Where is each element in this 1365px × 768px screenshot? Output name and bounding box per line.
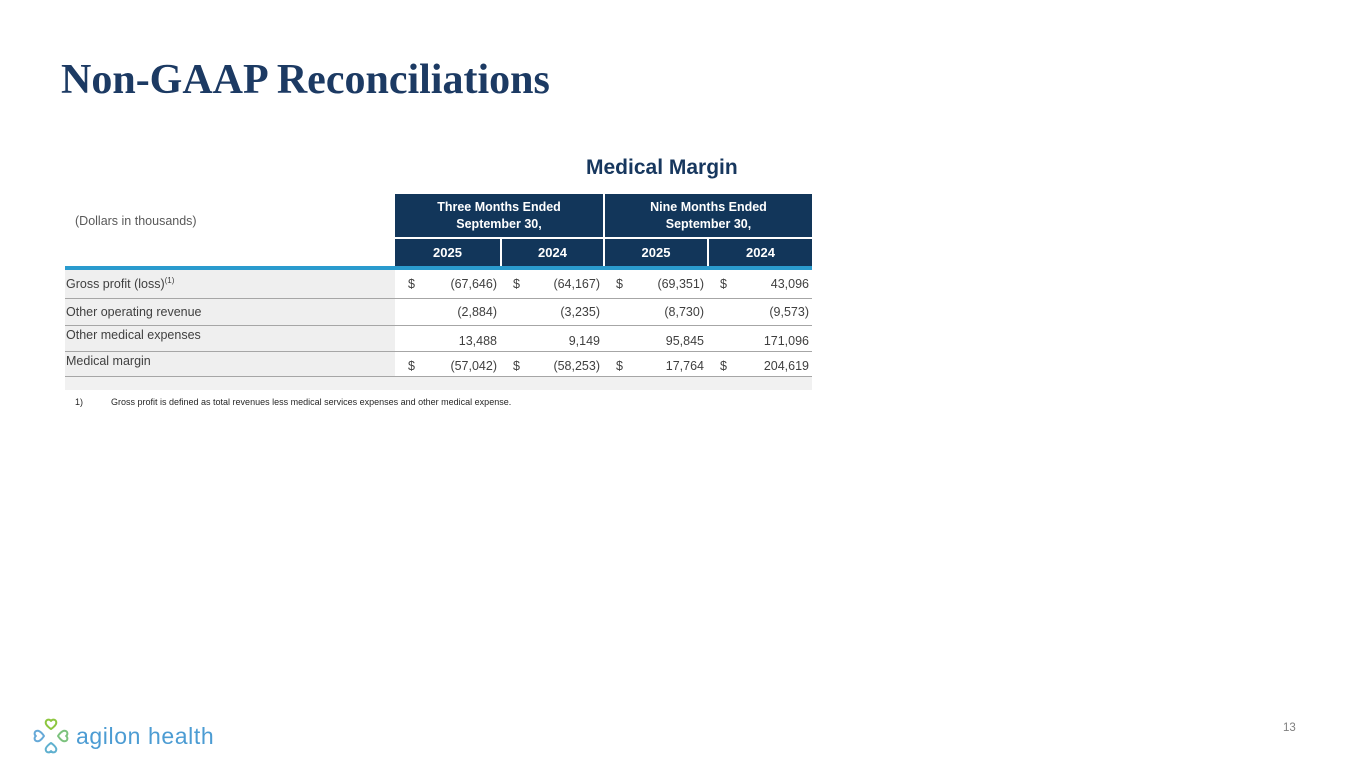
column-group-nine-months: Nine Months Ended September 30,: [603, 194, 812, 239]
row-label-other-operating-revenue: Other operating revenue: [65, 299, 395, 326]
table-cell: (2,884): [395, 299, 500, 326]
currency-symbol: $: [408, 277, 415, 291]
group-label-line2: September 30,: [456, 216, 542, 231]
group-label-line1: Nine Months Ended: [650, 199, 767, 214]
logo-wordmark: agilon health: [76, 722, 215, 749]
row-label-text: Medical margin: [66, 354, 151, 368]
page-title: Non-GAAP Reconciliations: [61, 57, 550, 103]
footnote-superscript: (1): [164, 275, 175, 285]
year-header: 2025: [603, 239, 707, 266]
row-label-medical-margin: Medical margin: [65, 352, 395, 377]
table-cell: $ (67,646): [395, 270, 500, 299]
table-cell: $ (64,167): [500, 270, 603, 299]
header-spacer: [65, 194, 395, 239]
table-cell: $ (57,042): [395, 352, 500, 377]
cell-value: (57,042): [450, 359, 497, 373]
year-header: 2024: [707, 239, 812, 266]
page-number: 13: [1283, 722, 1296, 734]
cell-value: 204,619: [763, 359, 809, 373]
cell-value: 95,845: [665, 334, 704, 348]
table-title: Medical Margin: [586, 156, 738, 179]
cell-value: (67,646): [450, 277, 497, 291]
table-cell: $ (58,253): [500, 352, 603, 377]
row-label-text: Gross profit (loss): [66, 277, 165, 291]
accent-rule: [65, 266, 812, 270]
table-cell: 171,096: [707, 326, 812, 352]
cell-value: 9,149: [568, 334, 600, 348]
footnote-marker: 1): [75, 397, 84, 407]
currency-symbol: $: [720, 359, 727, 373]
footnote: 1) Gross profit is defined as total reve…: [75, 397, 511, 407]
table-cell: 9,149: [500, 326, 603, 352]
cell-value: 43,096: [770, 277, 809, 291]
cell-value: (3,235): [560, 305, 600, 319]
cell-value: 171,096: [763, 334, 809, 348]
column-group-three-months: Three Months Ended September 30,: [395, 194, 603, 239]
agilon-pinwheel-icon: [33, 718, 69, 754]
currency-symbol: $: [616, 359, 623, 373]
cell-value: (9,573): [769, 305, 809, 319]
cell-value: 17,764: [665, 359, 704, 373]
cell-value: (2,884): [457, 305, 497, 319]
year-header: 2025: [395, 239, 500, 266]
currency-symbol: $: [513, 277, 520, 291]
medical-margin-table: Three Months Ended September 30, Nine Mo…: [65, 194, 812, 390]
table-cell: (3,235): [500, 299, 603, 326]
table-cell: $204,619: [707, 352, 812, 377]
table-cell: $43,096: [707, 270, 812, 299]
table-cell: $ (69,351): [603, 270, 707, 299]
row-label-other-medical-expenses: Other medical expenses: [65, 326, 395, 352]
table-cell: (8,730): [603, 299, 707, 326]
group-label-line1: Three Months Ended: [437, 199, 561, 214]
currency-symbol: $: [616, 277, 623, 291]
table-cell: 95,845: [603, 326, 707, 352]
currency-symbol: $: [408, 359, 415, 373]
table-cell: $17,764: [603, 352, 707, 377]
year-header: 2024: [500, 239, 603, 266]
cell-value: (58,253): [553, 359, 600, 373]
row-label-text: Other medical expenses: [66, 328, 201, 342]
currency-symbol: $: [513, 359, 520, 373]
footnote-text: Gross profit is defined as total revenue…: [111, 397, 512, 407]
cell-value: (8,730): [664, 305, 704, 319]
company-logo: agilon health: [33, 716, 214, 756]
cell-value: (69,351): [657, 277, 704, 291]
row-label-text: Other operating revenue: [66, 305, 202, 319]
currency-symbol: $: [720, 277, 727, 291]
units-note: (Dollars in thousands): [75, 214, 197, 228]
row-label-gross-profit: Gross profit (loss)(1): [65, 270, 395, 299]
cell-value: 13,488: [458, 334, 497, 348]
group-label-line2: September 30,: [665, 216, 752, 231]
cell-value: (64,167): [553, 277, 600, 291]
table-cell: 13,488: [395, 326, 500, 352]
table-cell: (9,573): [707, 299, 812, 326]
header-spacer: [65, 239, 395, 266]
table-tail-strip: [65, 377, 812, 390]
